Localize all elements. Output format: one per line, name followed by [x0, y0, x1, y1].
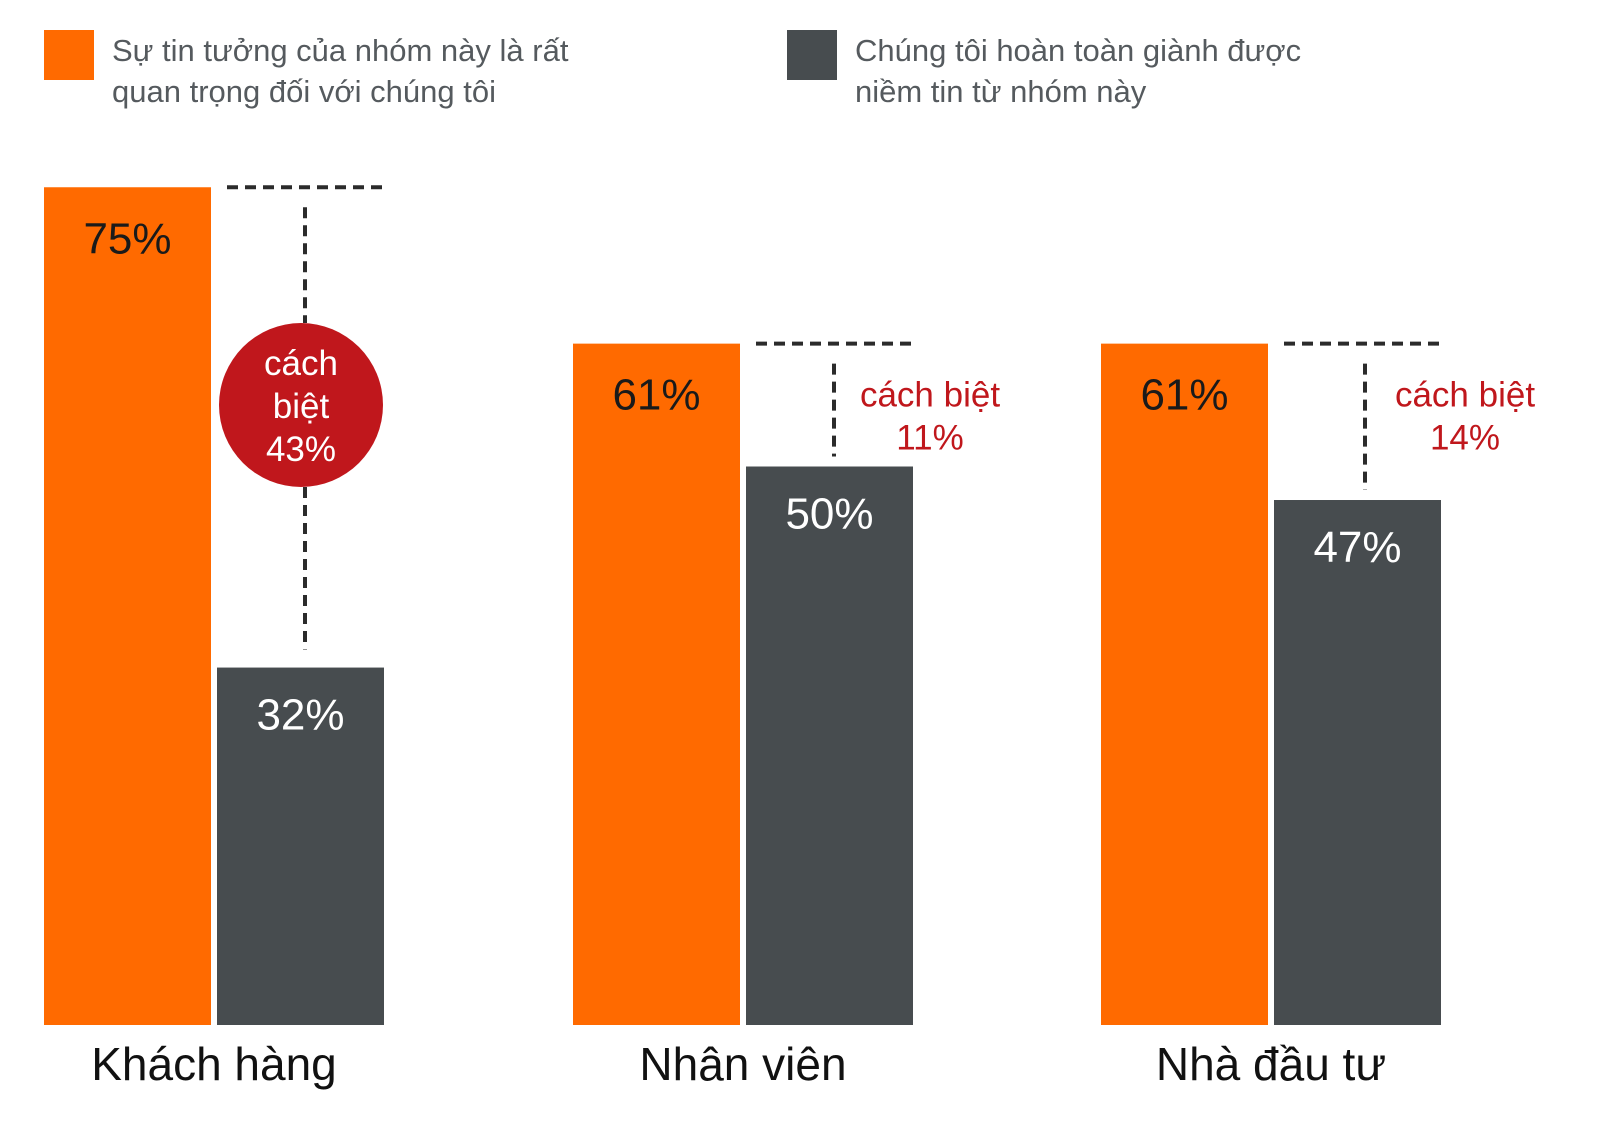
gap-label-word: biệt [273, 387, 330, 426]
gap-label-value: 14% [1430, 419, 1500, 458]
legend-label-line: quan trọng đối với chúng tôi [112, 74, 496, 109]
bar-earned [746, 466, 913, 1025]
bar-value-label: 61% [1140, 371, 1228, 420]
legend-label-line: Sự tin tưởng của nhóm này là rất [112, 33, 569, 68]
category-label: Nhà đầu tư [1156, 1038, 1386, 1090]
legend-swatch-orange [44, 30, 94, 80]
legend-label-line: Chúng tôi hoàn toàn giành được [855, 33, 1302, 68]
gap-circle [219, 323, 383, 487]
bar-value-label: 50% [785, 490, 873, 539]
gap-label-word: cách [264, 344, 338, 383]
legend-swatch-gray [787, 30, 837, 80]
category-label: Khách hàng [91, 1038, 337, 1090]
legend-label-line: niềm tin từ nhóm này [855, 74, 1147, 109]
gap-label-value: 11% [896, 419, 963, 458]
bar-value-label: 61% [612, 371, 700, 420]
bar-value-label: 32% [256, 691, 344, 740]
legend-label-important: Sự tin tưởng của nhóm này là rất quan tr… [112, 30, 672, 112]
bar-earned [1274, 500, 1441, 1025]
gap-label-word: cách biệt [1395, 376, 1535, 415]
legend-label-earned: Chúng tôi hoàn toàn giành được niềm tin … [855, 30, 1415, 112]
gap-label-value: 43% [266, 430, 336, 469]
legend-item-important: Sự tin tưởng của nhóm này là rất quan tr… [44, 30, 672, 112]
category-label: Nhân viên [639, 1038, 846, 1090]
bar-important [573, 343, 740, 1025]
bar-earned [217, 667, 384, 1025]
gap-label-word: cách biệt [860, 376, 1000, 415]
legend-item-earned: Chúng tôi hoàn toàn giành được niềm tin … [787, 30, 1415, 112]
bar-important [1101, 343, 1268, 1025]
bar-value-label: 47% [1313, 523, 1401, 572]
bar-value-label: 75% [83, 214, 171, 263]
bar-important [44, 187, 211, 1025]
